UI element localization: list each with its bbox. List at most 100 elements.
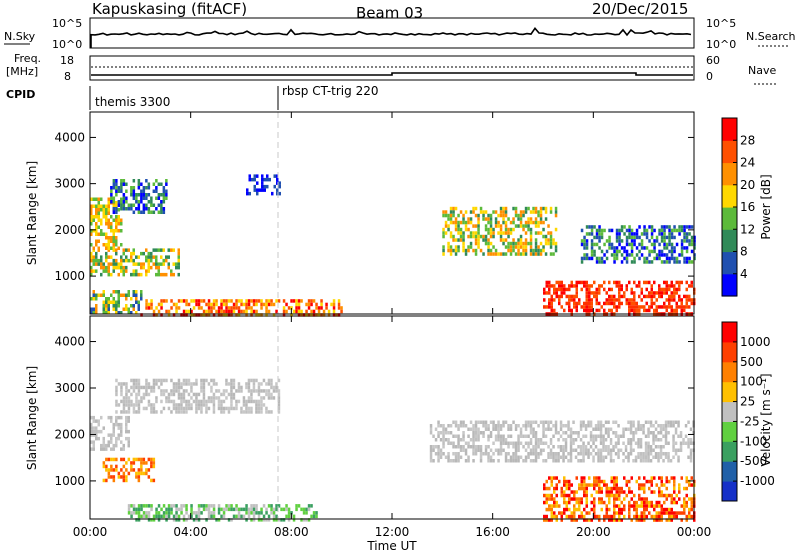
velocity-echo-cell (225, 406, 228, 411)
power-echo-cell (623, 249, 626, 254)
velocity-echo-cell (580, 476, 583, 480)
velocity-echo-cell (585, 500, 588, 505)
power-colorbar-swatch (722, 118, 737, 141)
velocity-echo-cell (135, 396, 138, 400)
velocity-echo-cell (647, 420, 650, 424)
power-echo-cell (560, 291, 563, 295)
velocity-echo-cell (672, 438, 675, 442)
velocity-echo-cell (514, 459, 518, 463)
power-echo-cell (105, 232, 108, 236)
velocity-echo-cell (100, 415, 103, 420)
power-echo-cell (160, 203, 163, 207)
velocity-echo-cell (105, 468, 108, 472)
power-echo-cell (227, 299, 231, 303)
velocity-echo-cell (637, 441, 640, 445)
velocity-echo-cell (192, 392, 196, 397)
velocity-echo-cell (658, 518, 661, 522)
velocity-echo-cell (563, 497, 566, 501)
power-echo-cell (519, 220, 523, 225)
velocity-echo-cell (537, 438, 540, 442)
power-echo-cell (165, 196, 168, 200)
velocity-echo-cell (145, 389, 148, 393)
velocity-echo-cell (648, 500, 651, 505)
power-echo-cell (162, 210, 166, 214)
velocity-echo-cell (623, 514, 626, 519)
velocity-echo-cell (167, 399, 171, 404)
power-echo-cell (678, 228, 681, 233)
power-echo-cell (620, 284, 623, 288)
power-echo-cell (92, 255, 95, 259)
velocity-echo-cell (524, 434, 528, 438)
velocity-echo-cell (557, 445, 560, 449)
velocity-echo-cell (655, 514, 658, 519)
velocity-echo-cell (618, 504, 621, 508)
velocity-echo-cell (429, 459, 433, 463)
power-echo-cell (640, 291, 643, 295)
power-echo-cell (459, 234, 463, 239)
velocity-echo-cell (207, 507, 211, 512)
velocity-echo-cell (592, 448, 595, 452)
velocity-echo-cell (652, 441, 655, 445)
velocity-echo-cell (107, 471, 111, 476)
velocity-echo-cell (484, 427, 488, 431)
power-echo-cell (310, 299, 313, 303)
power-echo-cell (534, 217, 538, 221)
velocity-echo-cell (675, 493, 678, 498)
power-echo-cell (547, 238, 550, 242)
power-echo-cell (517, 248, 520, 253)
power-echo-cell (276, 191, 279, 196)
power-echo-cell (675, 256, 679, 261)
velocity-echo-cell (442, 441, 445, 445)
power-echo-cell (295, 299, 298, 303)
power-echo-cell (197, 313, 201, 317)
power-echo-cell (685, 246, 689, 250)
velocity-echo-cell (673, 490, 676, 494)
power-echo-cell (110, 300, 113, 304)
power-echo-cell (207, 306, 211, 310)
velocity-echo-cell (230, 403, 233, 407)
velocity-echo-cell (185, 518, 188, 522)
velocity-echo-cell (232, 392, 236, 397)
velocity-echo-cell (105, 443, 108, 448)
power-echo-cell (590, 284, 593, 288)
velocity-echo-cell (285, 507, 288, 512)
velocity-echo-cell (90, 447, 93, 451)
power-echo-cell (457, 227, 460, 232)
velocity-echo-cell (479, 448, 483, 452)
power-echo-cell (678, 294, 681, 299)
velocity-echo-cell (230, 507, 233, 512)
power-echo-cell (332, 302, 336, 307)
power-echo-cell (550, 298, 553, 302)
velocity-echo-cell (532, 452, 535, 456)
velocity-colorbar-swatch (722, 441, 737, 462)
velocity-echo-cell (590, 507, 593, 512)
velocity-echo-cell (674, 427, 678, 431)
velocity-echo-cell (578, 500, 581, 505)
power-echo-cell (140, 297, 143, 301)
velocity-colorbar-swatch (722, 421, 737, 442)
power-echo-cell (115, 229, 118, 233)
power-echo-cell (325, 306, 328, 310)
velocity-echo-cell (584, 445, 588, 449)
power-echo-cell (250, 313, 253, 317)
power-echo-cell (514, 241, 518, 246)
velocity-echo-cell (588, 483, 591, 487)
velocity-echo-cell (627, 441, 630, 445)
power-echo-cell (112, 236, 115, 240)
velocity-echo-cell (145, 378, 148, 383)
power-echo-cell (100, 258, 103, 263)
power-echo-cell (558, 301, 561, 306)
velocity-echo-cell (665, 507, 668, 512)
velocity-echo-cell (197, 406, 201, 411)
velocity-echo-cell (618, 514, 621, 519)
velocity-echo-cell (210, 504, 213, 508)
power-echo-cell (643, 246, 646, 250)
velocity-echo-cell (487, 438, 490, 442)
velocity-colorbar-swatch (722, 401, 737, 422)
power-echo-cell (135, 311, 138, 315)
power-echo-cell (120, 203, 123, 207)
velocity-echo-cell (544, 434, 548, 438)
velocity-echo-cell (207, 504, 211, 508)
power-echo-cell (542, 227, 545, 232)
